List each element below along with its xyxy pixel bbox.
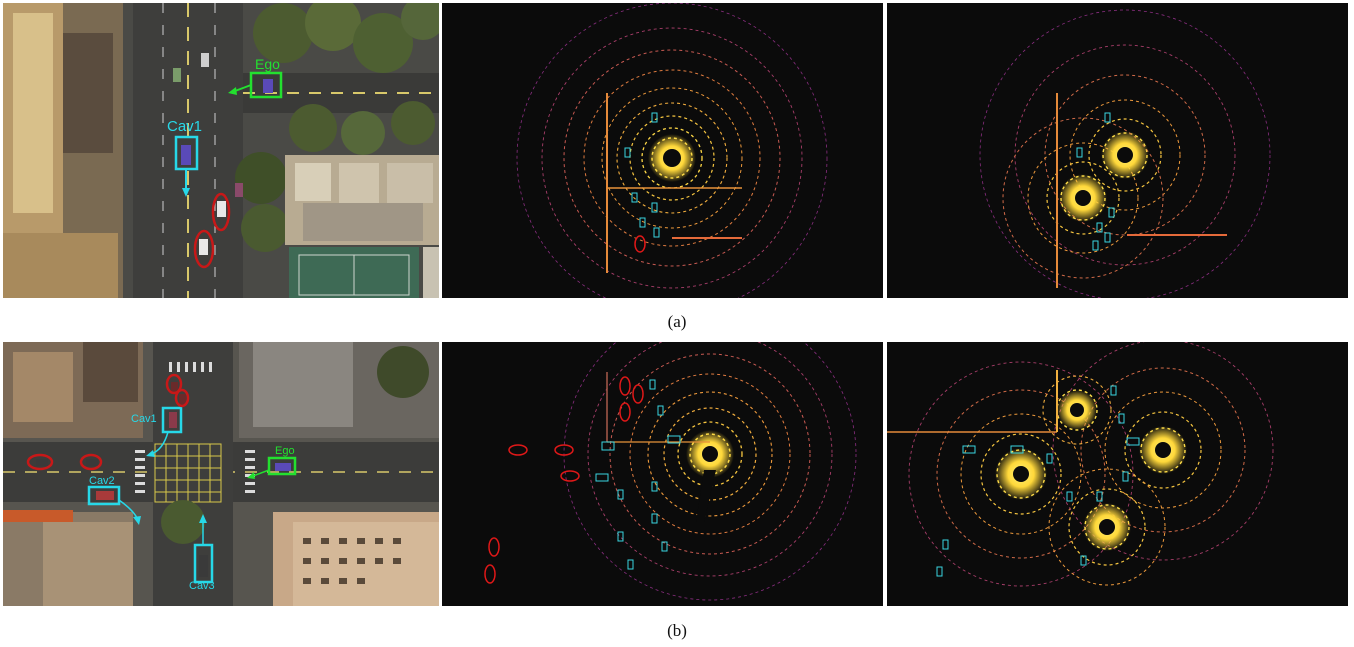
missed-vehicle-ellipse <box>560 470 580 482</box>
missed-vehicle-ellipse <box>193 229 215 269</box>
missed-vehicle-ellipse <box>508 444 528 456</box>
missed-vehicle-ellipse <box>619 376 631 396</box>
missed-vehicle-ellipse <box>632 384 644 404</box>
missed-vehicle-ellipse <box>174 388 190 408</box>
cav1-label: Cav1 <box>131 413 157 425</box>
ego-label: Ego <box>255 56 280 72</box>
ego-box <box>267 456 297 476</box>
cav2-box <box>87 485 121 506</box>
missed-vehicle-ellipse <box>484 564 496 584</box>
cav3-label: Cav3 <box>189 580 215 592</box>
missed-vehicle-ellipse <box>79 453 103 471</box>
lidar-single-b <box>442 342 883 606</box>
missed-vehicle-ellipse <box>634 235 646 253</box>
lidar-cooperative-a <box>887 3 1348 298</box>
aerial-scene-a: Ego Cav1 <box>3 3 439 298</box>
missed-vehicle-ellipse <box>554 444 574 456</box>
cav2-label: Cav2 <box>89 475 115 487</box>
caption-b: (b) <box>667 621 687 640</box>
missed-vehicle-ellipse <box>211 192 231 232</box>
missed-vehicle-ellipse <box>619 402 631 422</box>
ego-label: Ego <box>275 445 295 457</box>
cav1-label: Cav1 <box>167 118 202 135</box>
caption-a: (a) <box>667 312 687 331</box>
missed-vehicle-ellipse <box>488 537 500 557</box>
missed-vehicle-ellipse <box>26 453 54 471</box>
missed-vehicle-ellipse <box>165 373 183 395</box>
cav1-box <box>161 406 183 434</box>
aerial-scene-b: Ego Cav1 Cav2 Cav3 <box>3 342 439 606</box>
lidar-cooperative-b <box>887 342 1348 606</box>
lidar-single-a <box>442 3 883 298</box>
